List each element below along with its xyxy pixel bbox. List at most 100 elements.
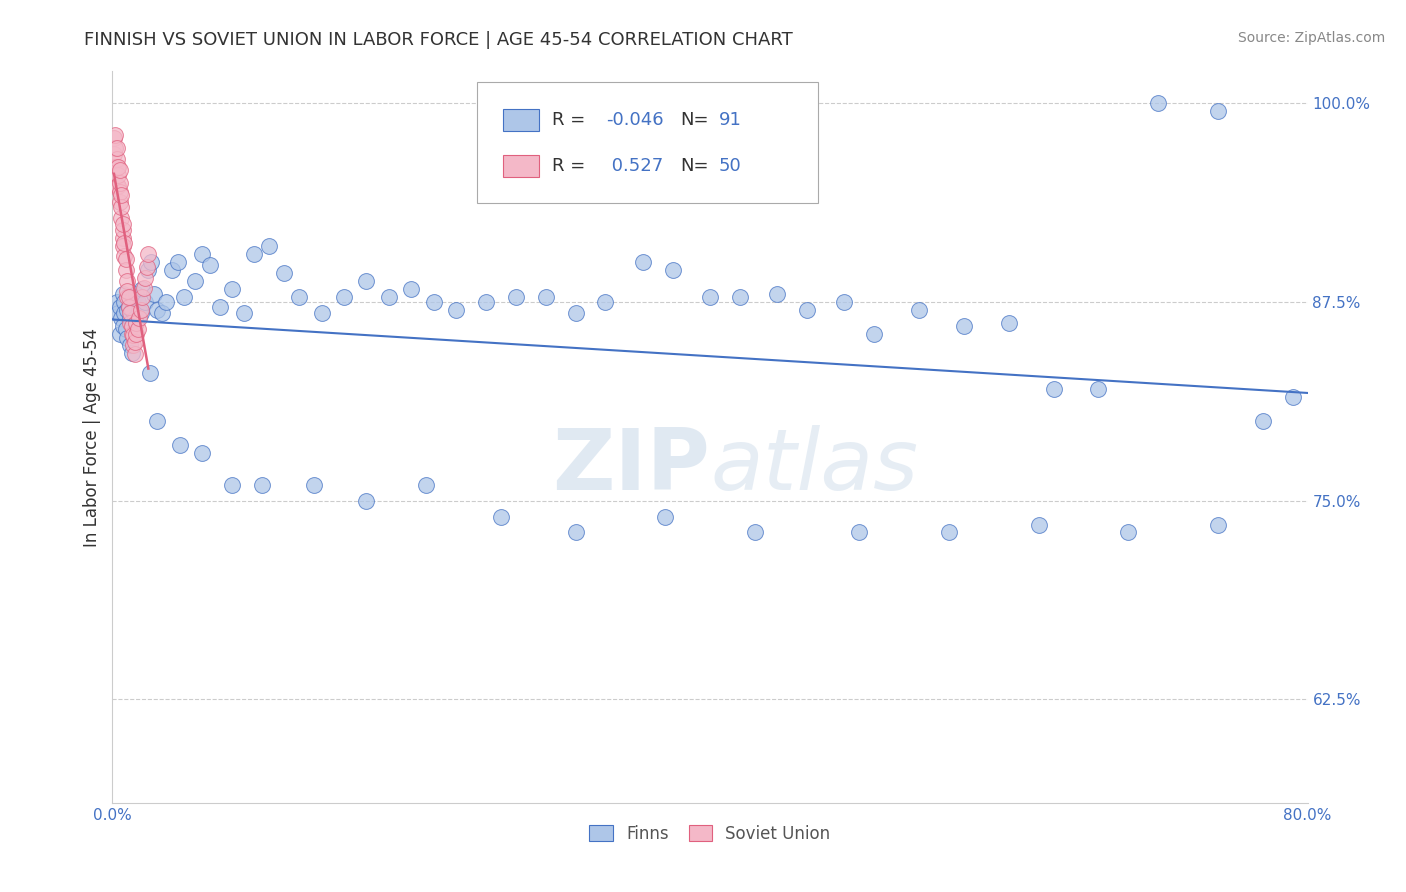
Point (111, 287, 134, 301)
Point (108, 185, 131, 199)
Point (107, 178, 129, 193)
Point (117, 284, 139, 298)
Point (129, 302, 152, 317)
Point (250, 477, 273, 491)
Point (122, 328, 145, 343)
Point (125, 326, 148, 341)
Point (111, 217, 134, 231)
Point (108, 326, 131, 341)
Point (356, 274, 378, 288)
Point (138, 263, 160, 277)
Point (121, 326, 143, 341)
Point (422, 294, 444, 309)
Point (117, 331, 139, 345)
Point (135, 260, 157, 274)
Point (1281, 390, 1303, 404)
Point (209, 300, 232, 314)
Text: atlas: atlas (710, 425, 918, 508)
Point (333, 290, 356, 304)
Point (1118, 525, 1140, 540)
Text: -0.046: -0.046 (606, 112, 664, 129)
Point (125, 316, 148, 330)
Point (104, 160, 127, 174)
Point (117, 302, 139, 317)
Point (114, 236, 135, 251)
Point (273, 266, 295, 280)
Point (631, 255, 654, 269)
Point (105, 160, 128, 174)
Text: 91: 91 (718, 112, 741, 129)
Point (654, 509, 676, 524)
Point (104, 128, 127, 142)
Point (111, 223, 134, 237)
Point (475, 294, 498, 309)
Point (110, 200, 132, 214)
Y-axis label: In Labor Force | Age 45-54: In Labor Force | Age 45-54 (83, 327, 101, 547)
Point (848, 525, 870, 540)
Point (744, 525, 766, 540)
Point (908, 302, 931, 317)
Text: R =: R = (553, 112, 592, 129)
Point (120, 306, 142, 320)
Point (595, 294, 617, 309)
Text: N=: N= (681, 158, 709, 176)
Point (143, 287, 166, 301)
Point (356, 493, 378, 508)
Text: 0.527: 0.527 (606, 158, 664, 176)
Point (796, 302, 818, 317)
Point (105, 294, 128, 309)
Point (104, 141, 127, 155)
Point (834, 294, 856, 309)
Point (118, 290, 141, 304)
Point (183, 274, 205, 288)
Point (107, 168, 129, 182)
Point (378, 290, 401, 304)
Point (121, 346, 143, 360)
FancyBboxPatch shape (503, 155, 538, 178)
Point (221, 282, 243, 296)
Point (139, 367, 162, 381)
FancyBboxPatch shape (503, 110, 538, 131)
Point (128, 310, 150, 325)
Point (1206, 104, 1229, 119)
Point (107, 160, 129, 174)
Point (134, 271, 156, 285)
Point (938, 525, 960, 540)
Point (1087, 383, 1109, 397)
Point (114, 306, 135, 320)
Point (141, 255, 163, 269)
Point (122, 338, 145, 352)
Point (105, 141, 128, 155)
Point (505, 290, 527, 304)
Point (233, 306, 256, 320)
Point (564, 525, 586, 540)
Point (124, 334, 146, 349)
Point (120, 338, 142, 352)
Text: R =: R = (553, 158, 592, 176)
Text: N=: N= (681, 112, 709, 129)
Point (311, 306, 333, 320)
Point (117, 274, 139, 288)
Legend: Finns, Soviet Union: Finns, Soviet Union (583, 818, 837, 849)
Point (103, 131, 125, 145)
Point (115, 322, 138, 336)
Point (191, 446, 214, 460)
Point (863, 326, 886, 341)
Point (108, 163, 131, 178)
Point (1251, 414, 1274, 428)
Point (111, 318, 134, 333)
Point (125, 287, 148, 301)
Point (489, 509, 512, 524)
Point (173, 290, 195, 304)
Point (110, 310, 132, 325)
Point (198, 258, 221, 272)
Point (103, 147, 125, 161)
FancyBboxPatch shape (477, 82, 818, 203)
Point (128, 302, 150, 317)
Point (121, 318, 143, 333)
Point (699, 290, 721, 304)
Text: Source: ZipAtlas.com: Source: ZipAtlas.com (1237, 31, 1385, 45)
Point (120, 310, 142, 325)
Point (105, 178, 128, 193)
Point (118, 300, 141, 314)
